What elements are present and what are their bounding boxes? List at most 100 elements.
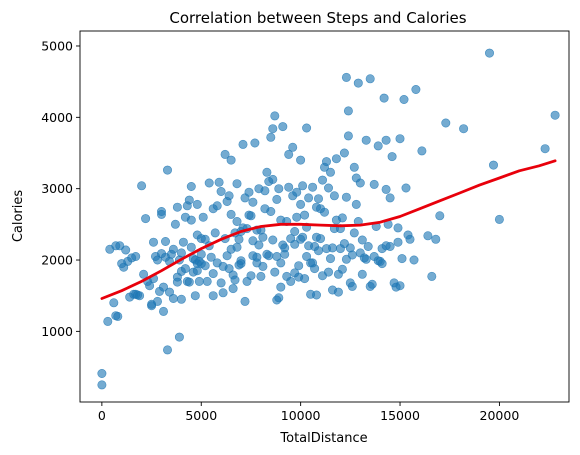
- scatter-point-72: [210, 228, 220, 238]
- scatter-point-61: [184, 195, 194, 205]
- scatter-point-118: [284, 182, 294, 192]
- scatter-point-171: [379, 93, 389, 103]
- scatter-point-164: [365, 74, 375, 84]
- scatter-point-125: [296, 155, 306, 165]
- scatter-point-251: [161, 237, 171, 247]
- scatter-point-231: [345, 278, 355, 288]
- scatter-point-21: [139, 269, 149, 279]
- scatter-point-278: [284, 149, 294, 159]
- scatter-point-172: [381, 135, 391, 145]
- scatter-point-194: [494, 214, 504, 224]
- scatter-point-199: [212, 201, 222, 211]
- scatter-point-128: [300, 274, 310, 284]
- scatter-point-103: [260, 186, 270, 196]
- scatter-point-130: [302, 123, 312, 133]
- chart-title: Correlation between Steps and Calories: [169, 9, 466, 27]
- scatter-point-173: [381, 184, 391, 194]
- scatter-point-55: [192, 199, 202, 209]
- scatter-point-62: [186, 215, 196, 225]
- scatter-point-295: [351, 173, 361, 183]
- scatter-point-114: [276, 282, 286, 292]
- scatter-point-245: [401, 183, 411, 193]
- scatter-point-269: [248, 236, 258, 246]
- scatter-point-281: [296, 199, 306, 209]
- scatter-point-127: [298, 181, 308, 191]
- scatter-point-289: [327, 243, 337, 253]
- scatter-point-262: [216, 278, 226, 288]
- scatter-point-81: [226, 209, 236, 219]
- scatter-point-207: [248, 197, 258, 207]
- scatter-point-235: [361, 254, 371, 264]
- scatter-point-266: [236, 256, 246, 266]
- scatter-point-202: [226, 244, 236, 254]
- y-axis-ticks: 1000 2000 3000 4000 5000: [41, 38, 80, 339]
- scatter-point-292: [339, 239, 349, 249]
- scatter-point-137: [313, 194, 323, 204]
- scatter-point-28: [153, 296, 163, 306]
- scatter-point-69: [204, 178, 214, 188]
- scatter-point-77: [220, 149, 230, 159]
- scatter-point-5: [113, 311, 123, 321]
- scatter-point-191: [459, 124, 469, 134]
- scatter-point-44: [174, 332, 184, 342]
- plot-frame: [79, 30, 570, 403]
- scatter-point-250: [157, 249, 167, 259]
- scatter-point-22: [141, 214, 151, 224]
- scatter-point-151: [341, 72, 351, 82]
- scatter-point-52: [186, 242, 196, 252]
- scatter-point-288: [323, 183, 333, 193]
- scatter-point-232: [349, 228, 359, 238]
- scatter-point-158: [353, 78, 363, 88]
- scatter-point-153: [343, 106, 353, 116]
- scatter-point-45: [176, 248, 186, 258]
- scatter-point-221: [306, 289, 316, 299]
- scatter-point-277: [280, 243, 290, 253]
- scatter-point-123: [292, 212, 302, 222]
- scatter-point-249: [153, 255, 163, 265]
- y-axis-label: Calories: [11, 190, 26, 243]
- scatter-point-246: [409, 255, 419, 265]
- x-tick-label-5000: 5000: [185, 408, 217, 423]
- scatter-point-243: [393, 237, 403, 247]
- scatter-point-187: [427, 271, 437, 281]
- scatter-point-70: [206, 252, 216, 262]
- scatter-point-203: [230, 275, 240, 285]
- scatter-point-183: [405, 234, 415, 244]
- scatter-points: [97, 48, 560, 390]
- scatter-point-157: [351, 199, 361, 209]
- scatter-point-228: [333, 269, 343, 279]
- scatter-point-256: [180, 264, 190, 274]
- scatter-point-91: [240, 296, 250, 306]
- scatter-point-46: [176, 294, 186, 304]
- scatter-point-71: [208, 291, 218, 301]
- scatter-point-240: [381, 241, 391, 251]
- scatter-point-279: [288, 142, 298, 152]
- scatter-point-219: [298, 232, 308, 242]
- scatter-point-121: [290, 227, 300, 237]
- scatter-point-261: [208, 269, 218, 279]
- scatter-point-168: [373, 141, 383, 151]
- scatter-point-268: [244, 210, 254, 220]
- scatter-point-220: [302, 252, 312, 262]
- scatter-point-80: [226, 155, 236, 165]
- scatter-point-68: [202, 276, 212, 286]
- scatter-point-162: [361, 135, 371, 145]
- scatter-point-200: [218, 261, 228, 271]
- scatter-point-42: [172, 277, 182, 287]
- scatter-point-285: [311, 202, 321, 212]
- scatter-point-36: [163, 345, 173, 355]
- scatter-point-252: [165, 287, 175, 297]
- y-tick-label-3000: 3000: [41, 181, 73, 196]
- scatter-point-101: [256, 271, 266, 281]
- scatter-point-253: [168, 244, 178, 254]
- scatter-point-267: [240, 193, 250, 203]
- scatter-point-244: [397, 254, 407, 264]
- scatter-point-31: [157, 209, 167, 219]
- scatter-point-104: [262, 167, 272, 177]
- scatter-point-197: [200, 261, 210, 271]
- scatter-point-40: [170, 219, 180, 229]
- scatter-point-146: [331, 154, 341, 164]
- x-tick-label-0: 0: [98, 408, 106, 423]
